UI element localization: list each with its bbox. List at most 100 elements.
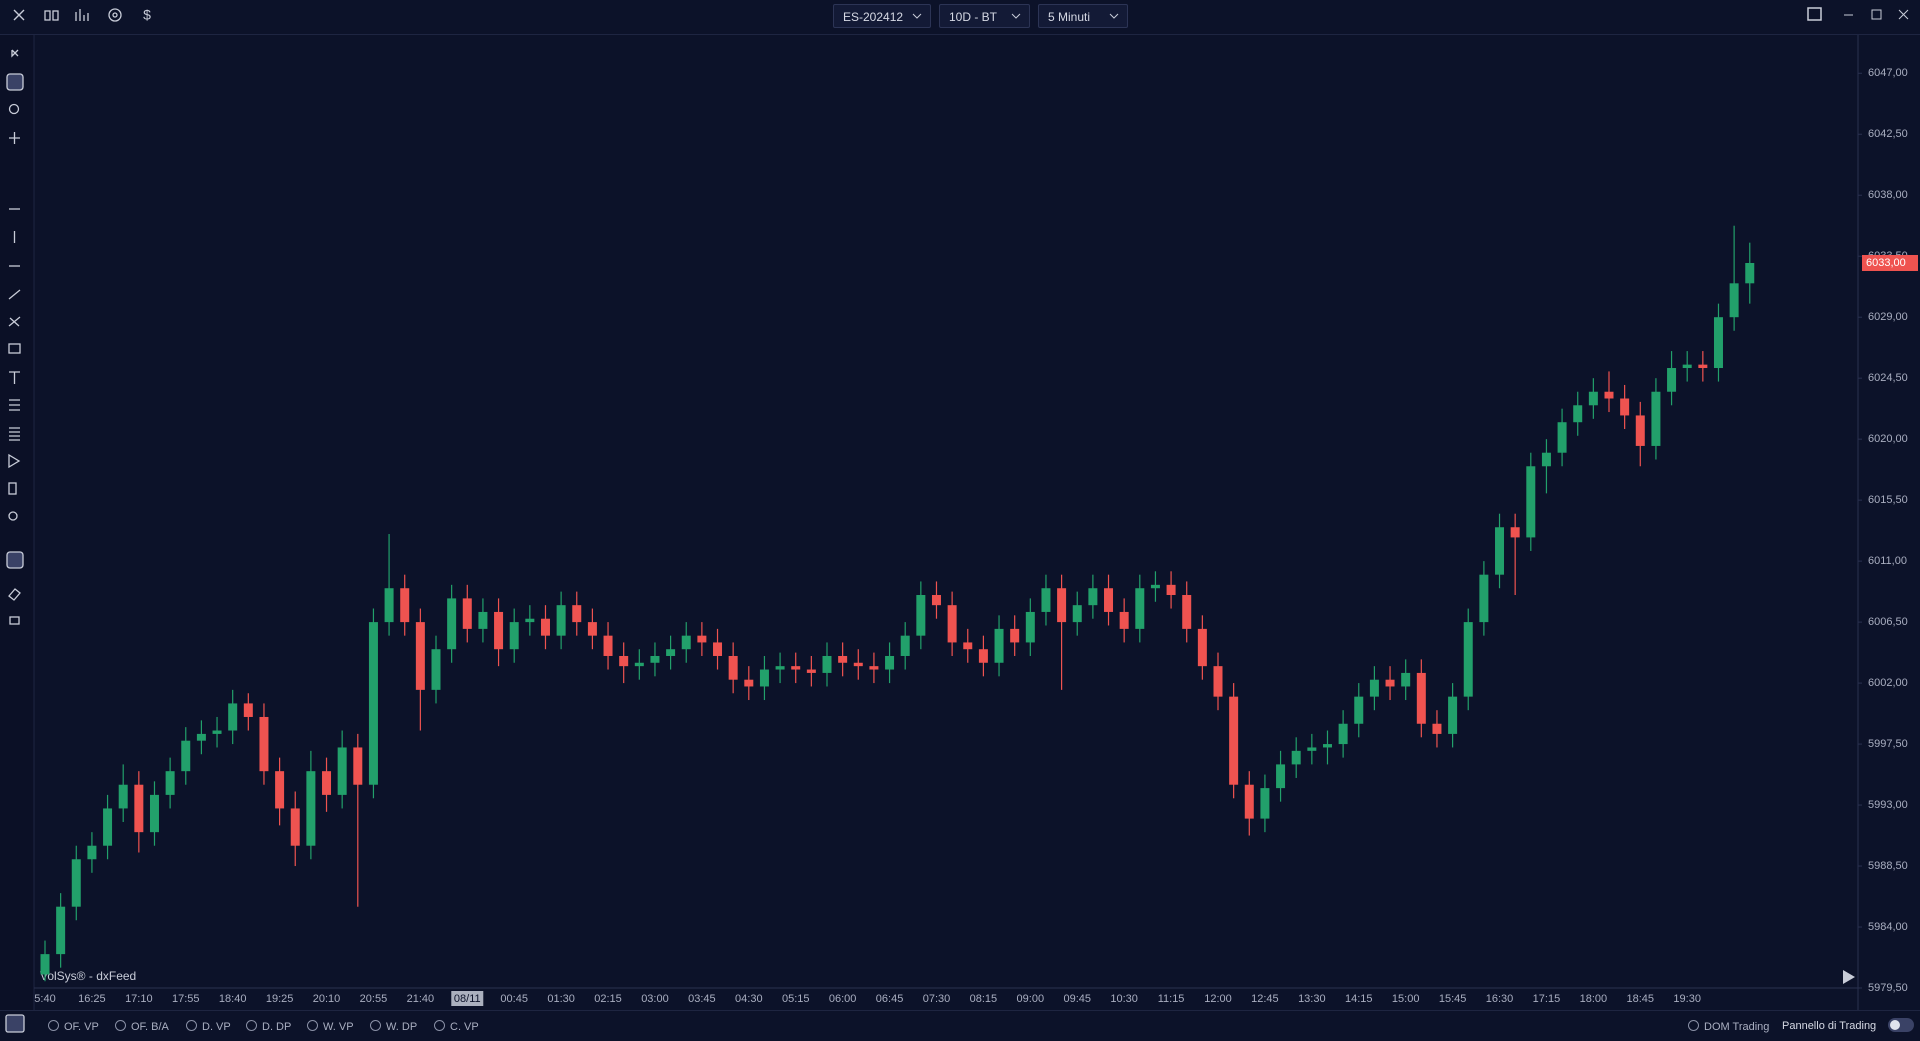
candle-body bbox=[462, 598, 472, 629]
y-tick-label: 6015,50 bbox=[1868, 494, 1908, 506]
symbol-dropdown[interactable]: ES-202412 bbox=[833, 4, 931, 28]
list-tool[interactable] bbox=[9, 399, 20, 411]
candle-body bbox=[494, 611, 504, 650]
x-tick-label: 17:10 bbox=[125, 993, 153, 1005]
candle-body bbox=[775, 666, 785, 670]
study-toggle[interactable]: W. DP bbox=[370, 1020, 417, 1033]
vp-tool[interactable] bbox=[8, 482, 17, 495]
profile-tool[interactable] bbox=[8, 453, 21, 469]
candle-body bbox=[1088, 588, 1098, 606]
candle-body bbox=[697, 635, 707, 643]
levels-tool[interactable] bbox=[9, 427, 20, 441]
candle-body bbox=[869, 666, 879, 670]
x-tick-label: 09:00 bbox=[1017, 993, 1045, 1005]
candle-body bbox=[1588, 391, 1598, 406]
study-toggle[interactable]: W. VP bbox=[307, 1020, 354, 1033]
candle-body bbox=[853, 662, 863, 667]
zoom-tool[interactable] bbox=[8, 103, 20, 115]
candle-body bbox=[447, 598, 457, 650]
candle-body bbox=[603, 635, 613, 656]
x-tick-label: 14:15 bbox=[1345, 993, 1373, 1005]
panel-switch[interactable] bbox=[1888, 1018, 1914, 1032]
x-tick-label: 03:45 bbox=[688, 993, 716, 1005]
study-toggle[interactable]: C. VP bbox=[434, 1020, 479, 1033]
candle-body bbox=[1557, 422, 1567, 453]
candle-body bbox=[306, 771, 316, 846]
range: 10D - BT bbox=[949, 10, 998, 24]
close-window-button[interactable] bbox=[1898, 9, 1909, 20]
settings-icon[interactable] bbox=[108, 8, 122, 22]
candle-icon[interactable] bbox=[44, 10, 51, 21]
candle-body bbox=[994, 628, 1004, 663]
y-tick-label: 6002,00 bbox=[1868, 677, 1908, 689]
symbol: ES-202412 bbox=[843, 10, 904, 24]
candle-body bbox=[822, 655, 832, 673]
fib-tool[interactable] bbox=[8, 316, 21, 327]
candle-body bbox=[87, 845, 97, 860]
candle-body bbox=[634, 662, 644, 667]
y-tick-label: 6038,00 bbox=[1868, 189, 1908, 201]
candle-body bbox=[1651, 391, 1661, 446]
candle-body bbox=[806, 669, 816, 673]
text-tool[interactable] bbox=[9, 371, 20, 384]
study-toggle[interactable]: D. VP bbox=[186, 1020, 231, 1033]
window-controls bbox=[1807, 7, 1909, 21]
candle-body bbox=[40, 954, 50, 975]
x-tick-label: 04:30 bbox=[735, 993, 763, 1005]
eraser-tool[interactable] bbox=[8, 588, 21, 601]
candle-body bbox=[650, 655, 660, 663]
candle-body bbox=[1698, 364, 1708, 369]
x-tick-label: 19:30 bbox=[1673, 993, 1701, 1005]
candle-body bbox=[1526, 466, 1536, 538]
currency-icon[interactable]: $ bbox=[143, 7, 151, 23]
panel-label: Pannello di Trading bbox=[1782, 1020, 1877, 1032]
rect-tool[interactable] bbox=[8, 343, 21, 354]
magnet-tool[interactable] bbox=[6, 551, 24, 569]
candle-body bbox=[1369, 679, 1379, 697]
restore-button[interactable] bbox=[1871, 9, 1882, 20]
study-toggle[interactable]: OF. B/A bbox=[115, 1020, 169, 1033]
pointer-tool[interactable] bbox=[11, 49, 19, 58]
close-icon[interactable] bbox=[13, 9, 25, 21]
candle-body bbox=[1322, 744, 1332, 748]
x-tick-label: 02:15 bbox=[594, 993, 622, 1005]
study-toggle[interactable]: OF. VP bbox=[48, 1020, 99, 1033]
candle-body bbox=[431, 649, 441, 690]
range-dropdown[interactable]: 10D - BT bbox=[939, 4, 1030, 28]
x-tick-label: 20:55 bbox=[360, 993, 388, 1005]
candle-body bbox=[947, 605, 957, 643]
candle-body bbox=[525, 618, 535, 623]
study-toggle[interactable]: D. DP bbox=[246, 1020, 291, 1033]
candle-body bbox=[149, 794, 159, 833]
panel-toggle[interactable] bbox=[5, 1014, 25, 1033]
bars-icon[interactable] bbox=[75, 9, 89, 21]
layout-button[interactable] bbox=[1807, 7, 1822, 21]
pan-tool[interactable] bbox=[6, 73, 24, 91]
trend-tool[interactable] bbox=[8, 289, 21, 300]
candle-body bbox=[1385, 679, 1395, 687]
x-tick-label: 21:40 bbox=[407, 993, 435, 1005]
candle-body bbox=[587, 622, 597, 636]
candle-body bbox=[1729, 283, 1739, 318]
candle-body bbox=[1479, 574, 1489, 623]
candle-icon[interactable] bbox=[52, 10, 59, 21]
session-tool[interactable] bbox=[8, 511, 18, 521]
candle-body bbox=[1104, 588, 1114, 612]
candle-body bbox=[1182, 595, 1192, 629]
candle-body bbox=[196, 733, 206, 741]
timeframe-dropdown[interactable]: 5 Minuti bbox=[1038, 4, 1128, 28]
candle-body bbox=[1057, 588, 1067, 623]
x-tick-label: 15:45 bbox=[1439, 993, 1467, 1005]
x-tick-label: 06:45 bbox=[876, 993, 904, 1005]
layers-tool[interactable] bbox=[9, 616, 20, 625]
dom-toggle[interactable]: DOM Trading bbox=[1688, 1020, 1769, 1033]
candle-body bbox=[353, 747, 363, 785]
candle-body bbox=[900, 635, 910, 656]
candle-body bbox=[572, 605, 582, 623]
top-bar: $ ES-202412 10D - BT 5 Minuti bbox=[0, 0, 1920, 35]
scroll-end-button[interactable] bbox=[1843, 970, 1855, 984]
candle-body bbox=[1010, 628, 1020, 643]
x-tick-label: 07:30 bbox=[923, 993, 951, 1005]
cross-tool[interactable] bbox=[9, 132, 20, 144]
